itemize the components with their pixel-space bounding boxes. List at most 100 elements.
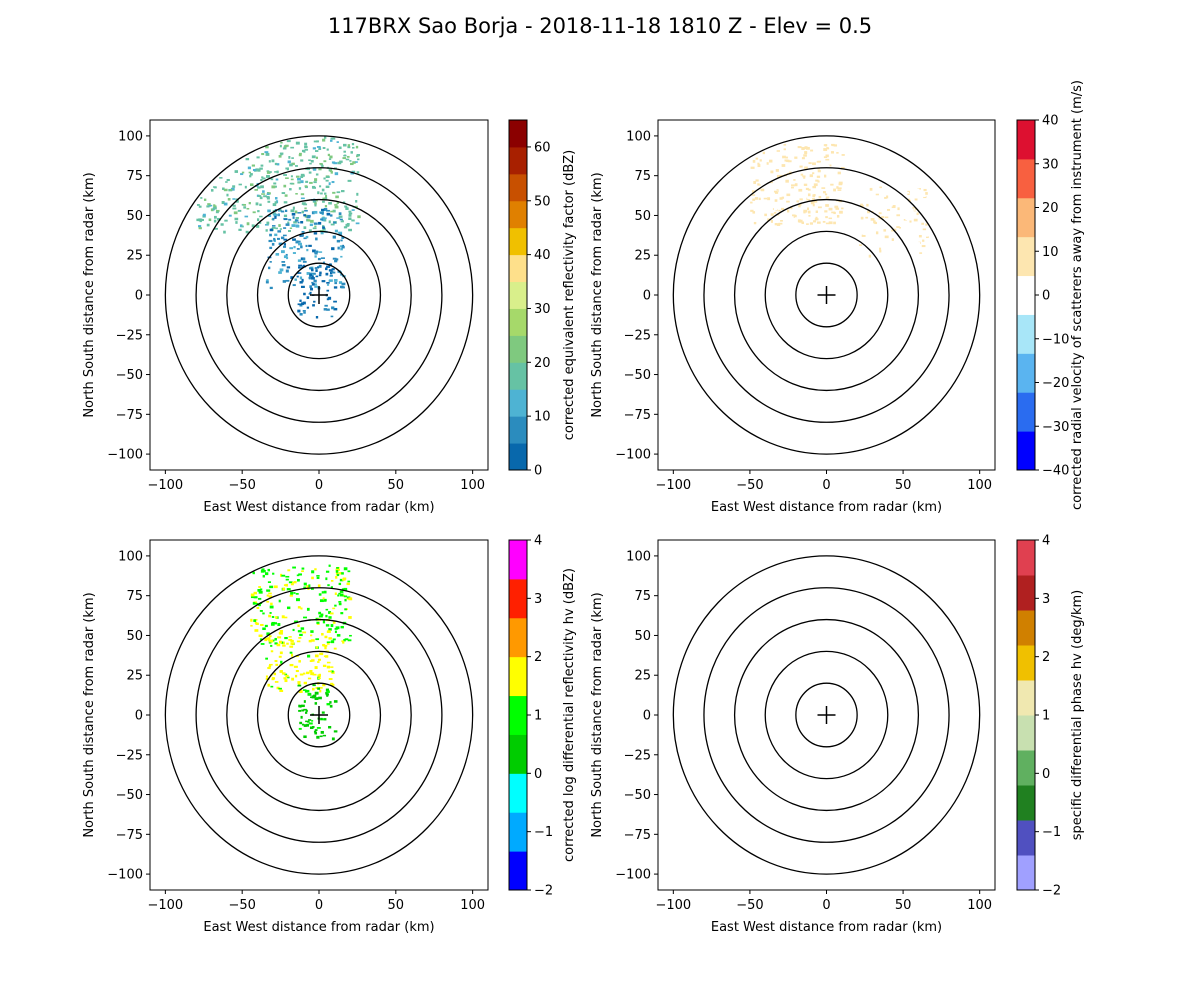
echo-pixel xyxy=(256,224,260,228)
echo-pixel xyxy=(198,225,202,228)
echo-pixel xyxy=(314,204,317,207)
echo-pixel xyxy=(778,174,783,178)
echo-pixel xyxy=(326,212,331,216)
echo-pixel xyxy=(335,572,339,575)
echo-pixel xyxy=(285,177,289,179)
range-ring-100km xyxy=(164,555,474,875)
echo-pixel xyxy=(328,279,333,282)
echo-pixel xyxy=(289,163,293,167)
echo-pixel xyxy=(217,217,221,221)
echo-pixel xyxy=(323,207,328,211)
echo-pixel xyxy=(825,196,830,199)
range-ring-20km xyxy=(795,262,858,328)
echo-pixel xyxy=(284,636,288,640)
echo-pixel xyxy=(760,157,765,160)
echo-pixel xyxy=(268,639,271,642)
echo-pixel xyxy=(807,197,811,200)
echo-pixel xyxy=(918,209,922,212)
echo-pixel xyxy=(328,158,332,160)
echo-pixel xyxy=(266,221,270,225)
echo-pixel xyxy=(277,213,280,217)
echo-pixel xyxy=(340,239,343,242)
echo-pixel xyxy=(264,638,268,641)
echo-pixel xyxy=(326,642,330,645)
echo-pixel xyxy=(321,711,325,714)
echo-pixel xyxy=(298,154,302,157)
x-tick-label: −100 xyxy=(148,898,184,913)
echo-pixel xyxy=(345,158,350,161)
echo-pixel xyxy=(212,186,217,188)
echo-pixel xyxy=(295,241,299,244)
colorbar-segment xyxy=(1017,785,1035,821)
echo-pixel xyxy=(303,292,306,296)
echo-pixel xyxy=(331,271,334,273)
echo-pixel xyxy=(260,569,264,573)
echo-pixel xyxy=(314,702,318,705)
echo-pixel xyxy=(343,595,348,598)
echo-pixel xyxy=(314,267,318,270)
echo-pixel xyxy=(260,164,264,167)
x-tick-label: 100 xyxy=(460,898,485,913)
echo-pixel xyxy=(289,651,293,654)
echo-pixel xyxy=(336,201,339,204)
echo-region-northwest-cluster xyxy=(250,564,353,646)
echo-pixel xyxy=(323,308,327,311)
echo-pixel xyxy=(318,251,323,253)
echo-pixel xyxy=(318,168,322,171)
echo-pixel xyxy=(348,597,353,601)
echo-pixel xyxy=(297,309,301,313)
echo-pixel xyxy=(286,676,290,679)
echo-pixel xyxy=(330,315,334,318)
echo-pixel xyxy=(799,165,803,168)
echo-pixel xyxy=(803,210,806,214)
echo-pixel xyxy=(213,206,217,210)
echo-pixel xyxy=(333,307,338,311)
echo-pixel xyxy=(781,171,784,174)
y-tick-label: 100 xyxy=(118,549,143,564)
echo-pixel xyxy=(866,209,870,212)
echo-pixel xyxy=(322,644,326,647)
echo-pixel xyxy=(278,155,282,158)
echo-pixel xyxy=(341,245,345,249)
echo-pixel xyxy=(264,223,269,226)
echo-pixel xyxy=(301,302,305,306)
echo-pixel xyxy=(814,218,819,221)
echo-pixel xyxy=(776,223,781,226)
echo-pixel xyxy=(303,311,306,314)
echo-pixel xyxy=(828,207,833,211)
echo-pixel xyxy=(276,163,280,166)
echo-pixel xyxy=(339,593,344,597)
echo-pixel xyxy=(916,212,919,216)
echo-pixel xyxy=(292,206,295,210)
echo-pixel xyxy=(330,624,334,628)
echo-pixel xyxy=(273,622,278,625)
y-tick-label: −100 xyxy=(107,868,143,883)
echo-pixel xyxy=(341,282,346,286)
echo-pixel xyxy=(331,306,335,310)
echo-pixel xyxy=(825,158,830,161)
echo-pixel xyxy=(280,236,285,240)
echo-pixel xyxy=(871,229,876,233)
echo-pixel xyxy=(874,245,878,248)
x-tick-label: −50 xyxy=(228,898,255,913)
echo-pixel xyxy=(911,234,914,238)
echo-pixel xyxy=(292,216,295,219)
echo-pixel xyxy=(311,725,315,728)
echo-pixel xyxy=(883,238,887,242)
y-tick-label: −75 xyxy=(624,408,651,423)
echo-pixel xyxy=(289,182,294,185)
echo-pixel xyxy=(797,146,802,149)
echo-pixel xyxy=(332,271,336,274)
echo-pixel xyxy=(278,599,281,603)
echo-pixel xyxy=(865,216,869,219)
echo-pixel xyxy=(326,665,330,669)
echo-pixel xyxy=(232,185,236,188)
echo-pixel xyxy=(830,183,834,186)
echo-pixel xyxy=(911,211,914,215)
echo-pixel xyxy=(329,274,333,277)
echo-pixel xyxy=(344,205,348,208)
echo-pixel xyxy=(296,578,300,582)
echo-pixel xyxy=(316,621,320,624)
echo-pixel xyxy=(266,196,270,200)
echo-pixel xyxy=(335,258,339,261)
